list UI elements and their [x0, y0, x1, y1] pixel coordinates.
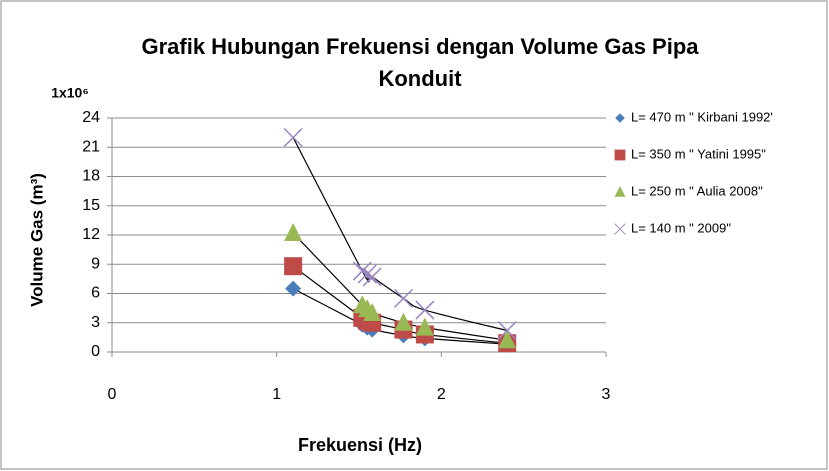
point [352, 261, 372, 281]
y-tick-label: 9 [91, 255, 100, 272]
point [497, 321, 517, 341]
point [284, 223, 303, 242]
point [415, 300, 435, 320]
x-axis-label: Frekuensi (Hz) [298, 435, 422, 455]
point [393, 288, 413, 308]
y-tick-label: 24 [82, 109, 100, 126]
y-multiplier: 1x10⁶ [51, 85, 89, 101]
y-tick-label: 3 [91, 314, 100, 331]
x-tick-label: 3 [602, 386, 611, 403]
x-tick-label: 0 [108, 386, 117, 403]
point [283, 127, 303, 148]
point [394, 312, 413, 331]
y-axis-label: Volume Gas (m³) [27, 173, 46, 307]
x-tick-label: 2 [437, 386, 446, 403]
chart-title: Grafik Hubungan Frekuensi dengan Volume … [141, 34, 699, 59]
y-tick-label: 0 [91, 343, 100, 360]
point [284, 257, 303, 276]
y-tick-label: 6 [91, 285, 100, 302]
point [498, 330, 517, 349]
point [357, 264, 377, 284]
y-tick-label: 18 [82, 168, 100, 185]
legend-label: L= 140 m " 2009" [631, 220, 731, 235]
x-tick-label: 1 [272, 386, 281, 403]
legend-marker [614, 223, 626, 235]
point [362, 267, 382, 287]
point [363, 303, 382, 321]
legend-label: L= 470 m " Kirbani 1992' [631, 109, 773, 124]
y-tick-label: 12 [82, 226, 100, 243]
legend-marker [614, 186, 626, 197]
chart-title: Konduit [378, 66, 462, 91]
y-tick-label: 21 [82, 138, 100, 155]
point [415, 317, 434, 336]
point [285, 280, 302, 297]
legend-label: L= 250 m " Aulia 2008" [631, 183, 763, 198]
legend-marker [614, 149, 626, 161]
legend-label: L= 350 m " Yatini 1995" [631, 146, 766, 161]
y-tick-label: 15 [82, 197, 100, 214]
